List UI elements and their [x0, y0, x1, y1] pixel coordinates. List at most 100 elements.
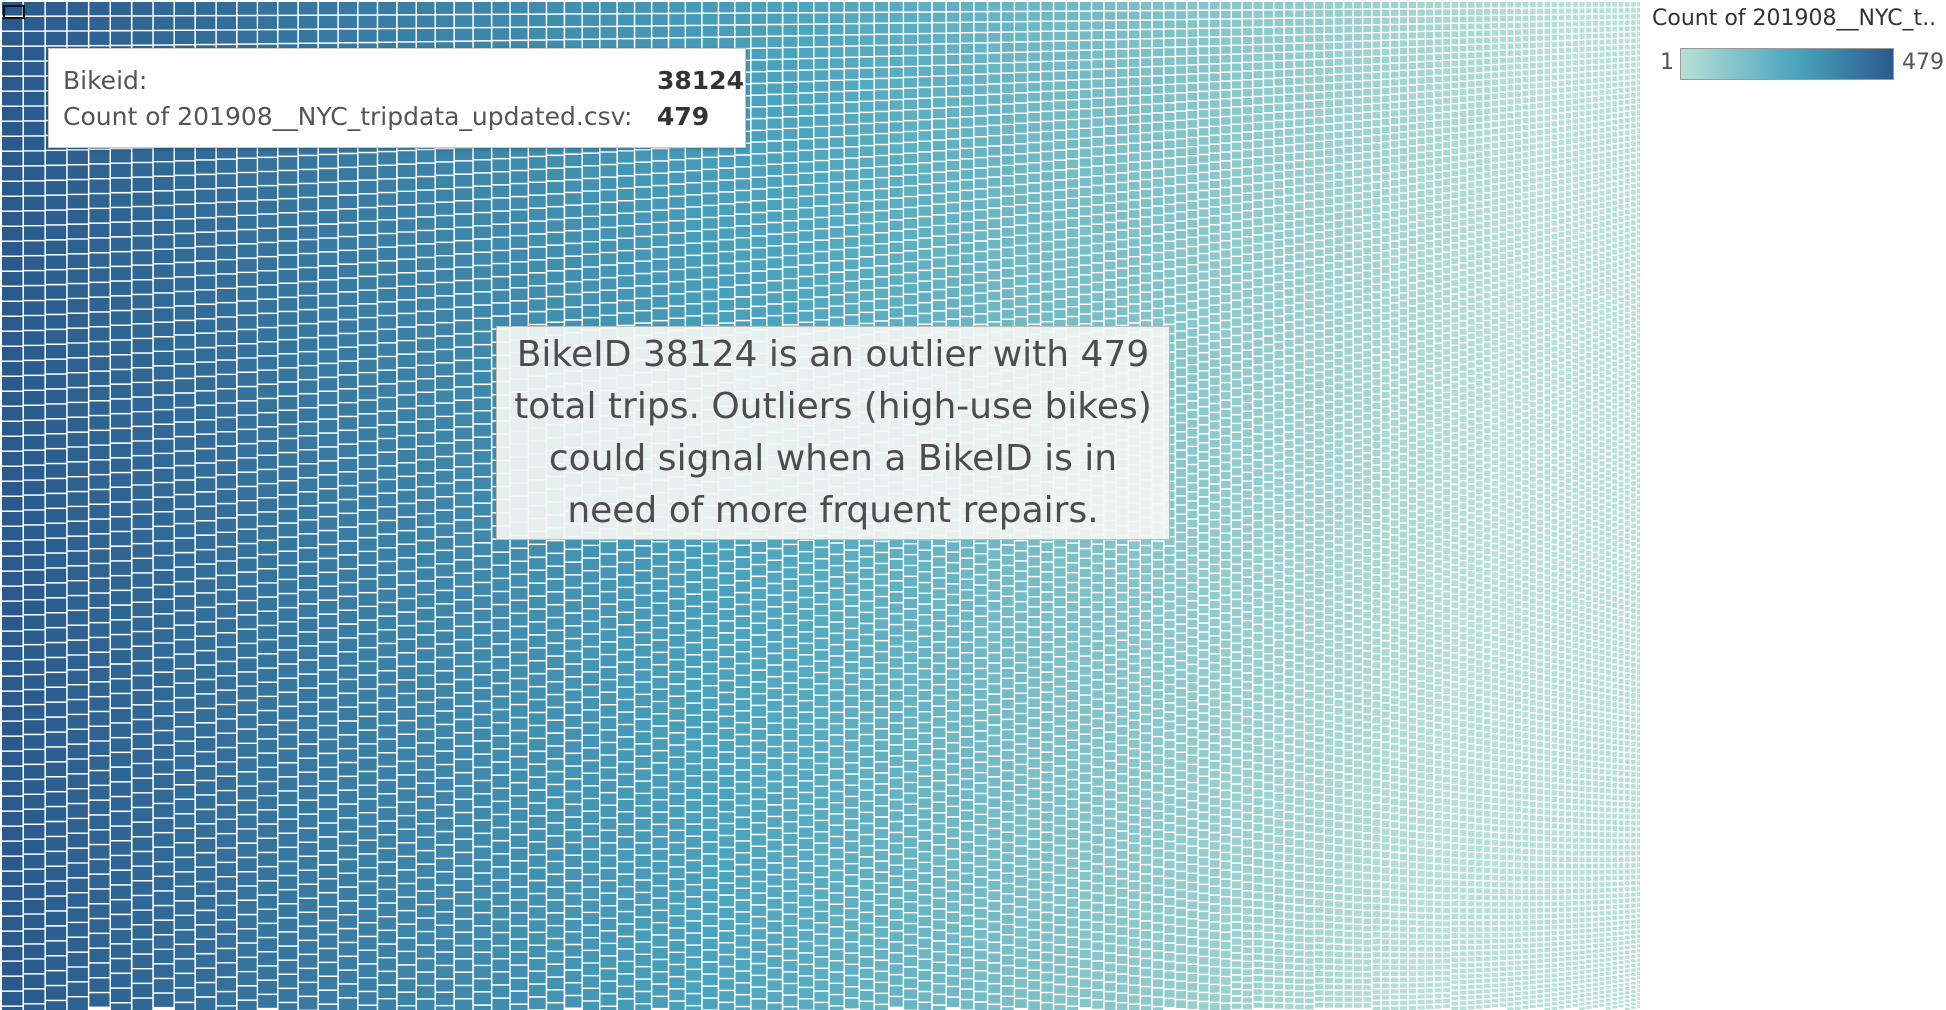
- treemap-cell: [298, 688, 318, 702]
- treemap-cell: [1001, 740, 1014, 750]
- treemap-cell: [45, 822, 67, 836]
- treemap-cell: [196, 377, 216, 391]
- treemap-cell: [89, 253, 110, 267]
- treemap-cell: [510, 640, 528, 652]
- treemap-cell: [1015, 83, 1027, 93]
- treemap-cell: [436, 698, 454, 711]
- treemap-cell: [338, 624, 358, 638]
- treemap-cell: [237, 244, 257, 258]
- treemap-cell: [751, 553, 767, 564]
- treemap-cell: [582, 217, 599, 229]
- treemap-cell: [845, 886, 859, 897]
- treemap-cell: [196, 954, 216, 968]
- treemap-cell: [216, 906, 236, 919]
- treemap-cell: [358, 510, 377, 524]
- treemap-cell: [196, 882, 216, 896]
- treemap-cell: [1054, 91, 1066, 100]
- treemap-cell: [174, 756, 195, 770]
- treemap-cell: [904, 729, 917, 739]
- treemap-cell: [702, 38, 718, 49]
- treemap-cell: [547, 14, 564, 27]
- treemap-chart[interactable]: [0, 0, 1640, 1010]
- treemap-cell: [132, 236, 153, 250]
- treemap-cell: [799, 632, 813, 643]
- treemap-cell: [318, 336, 338, 349]
- treemap-cell: [669, 965, 685, 976]
- treemap-cell: [669, 745, 685, 757]
- treemap-cell: [298, 366, 318, 379]
- treemap-cell: [946, 817, 960, 827]
- treemap-cell: [988, 746, 1001, 756]
- treemap-cell: [783, 845, 798, 856]
- treemap-cell: [1028, 658, 1040, 667]
- treemap-cell: [510, 848, 528, 861]
- treemap-cell: [298, 226, 318, 239]
- treemap-cell: [1054, 300, 1066, 309]
- treemap-cell: [455, 28, 473, 41]
- treemap-cell: [960, 989, 974, 999]
- treemap-cell: [918, 647, 932, 658]
- treemap-cell: [600, 806, 617, 818]
- treemap-cell: [652, 800, 668, 812]
- treemap-cell: [132, 734, 153, 749]
- treemap-cell: [960, 758, 974, 768]
- treemap-cell: [974, 12, 987, 22]
- treemap-cell: [298, 562, 318, 576]
- treemap-cell: [582, 976, 599, 988]
- treemap-cell: [735, 664, 751, 675]
- treemap-cell: [918, 863, 932, 873]
- treemap-cell: [889, 876, 903, 887]
- treemap-cell: [237, 530, 257, 543]
- treemap-cell: [153, 862, 174, 876]
- treemap-cell: [946, 12, 960, 22]
- treemap-cell: [845, 315, 859, 326]
- treemap-cell: [455, 839, 473, 852]
- treemap-cell: [397, 911, 416, 924]
- treemap-cell: [258, 16, 277, 29]
- treemap-cell: [1028, 718, 1040, 728]
- treemap-cell: [799, 621, 813, 632]
- treemap-cell: [783, 857, 798, 868]
- treemap-cell: [829, 566, 844, 577]
- treemap-cell: [799, 277, 813, 288]
- treemap-cell: [946, 563, 960, 573]
- treemap-cell: [153, 468, 174, 482]
- treemap-cell: [618, 14, 634, 26]
- treemap-cell: [767, 141, 782, 152]
- treemap-cell: [111, 222, 131, 237]
- treemap-cell: [174, 582, 195, 596]
- treemap-cell: [196, 738, 216, 751]
- treemap-cell: [618, 800, 634, 811]
- treemap-cell: [783, 13, 798, 24]
- treemap-cell: [510, 145, 528, 157]
- treemap-cell: [24, 690, 45, 704]
- treemap-cell: [298, 899, 318, 912]
- treemap-cell: [946, 807, 960, 817]
- treemap-cell: [258, 370, 277, 384]
- treemap-cell: [932, 877, 946, 887]
- treemap-cell: [814, 730, 829, 740]
- treemap-cell: [258, 257, 277, 271]
- treemap-cell: [196, 593, 216, 607]
- treemap-cell: [860, 79, 874, 90]
- treemap-cell: [473, 900, 491, 912]
- treemap-cell: [397, 558, 416, 571]
- treemap-cell: [111, 443, 131, 458]
- treemap-cell: [397, 694, 416, 707]
- treemap-cell: [258, 640, 277, 654]
- treemap-cell: [1028, 193, 1040, 203]
- treemap-cell: [397, 762, 416, 775]
- treemap-cell: [318, 921, 338, 934]
- treemap-cell: [237, 415, 257, 429]
- treemap-cell: [397, 802, 416, 815]
- treemap-cell: [1028, 547, 1040, 556]
- treemap-cell: [946, 203, 960, 213]
- treemap-cell: [67, 299, 88, 313]
- treemap-cell: [216, 633, 236, 647]
- treemap-cell: [492, 211, 510, 224]
- treemap-cell: [686, 764, 702, 775]
- treemap-cell: [132, 353, 153, 367]
- treemap-cell: [338, 458, 358, 472]
- treemap-cell: [529, 247, 546, 260]
- treemap-cell: [492, 907, 510, 919]
